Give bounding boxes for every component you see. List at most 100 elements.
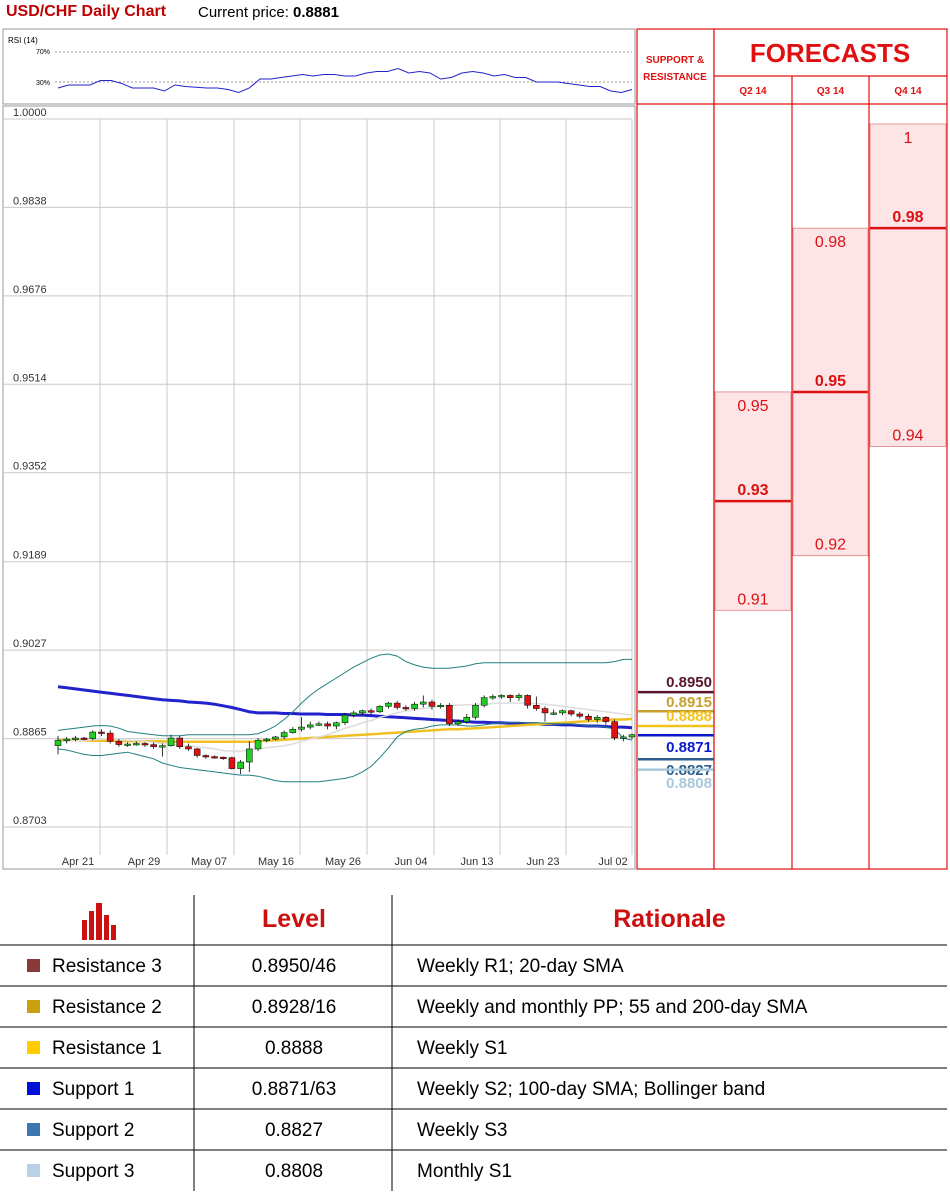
row-color-swatch <box>27 1082 40 1095</box>
candle <box>498 694 505 699</box>
candle <box>611 719 618 741</box>
candle <box>254 738 262 752</box>
table-grid <box>0 895 947 1191</box>
candle <box>98 729 105 736</box>
candle <box>185 743 192 752</box>
candle <box>272 735 279 741</box>
sr-level-label: 0.8915 <box>666 694 712 711</box>
current-price: Current price: 0.8881 <box>198 4 339 21</box>
forecasts-title: FORECASTS <box>750 38 910 68</box>
x-tick-label: May 07 <box>191 856 227 868</box>
candle <box>54 735 62 755</box>
candle <box>454 719 462 727</box>
candle <box>333 721 340 730</box>
candle <box>420 695 427 708</box>
candle <box>106 730 114 744</box>
forecast-column: Q2 14 0.95 0.93 0.91 <box>714 86 792 611</box>
x-tick-label: May 26 <box>325 856 361 868</box>
sr-level-label: 0.8871 <box>666 739 712 756</box>
candle <box>585 714 592 722</box>
level-header: Level <box>262 905 326 933</box>
chart-title: USD/CHF Daily Chart <box>6 3 167 20</box>
row-level: 0.8950/46 <box>251 956 337 977</box>
forecast-high-label: 0.95 <box>737 398 768 415</box>
candle <box>428 699 436 710</box>
y-tick-label: 0.8703 <box>13 815 47 827</box>
row-name: Resistance 1 <box>52 1038 162 1059</box>
candle <box>576 711 584 719</box>
sr-level-label: 0.8888 <box>666 708 712 725</box>
chart-area: RSI (14) 70% 30% 1.00000.98380.96760.951… <box>2 28 948 870</box>
candle <box>141 742 149 747</box>
candle <box>341 712 349 725</box>
rsi-level-low: 30% <box>36 80 50 87</box>
candle <box>72 735 79 742</box>
row-level: 0.8808 <box>264 1161 324 1182</box>
forecast-mid-label: 0.95 <box>815 373 846 390</box>
x-tick-label: Jun 13 <box>460 856 493 868</box>
candle <box>315 721 323 727</box>
candle <box>628 733 636 740</box>
bar-chart-icon <box>82 903 116 940</box>
indicator-line <box>57 653 632 737</box>
x-tick-label: Jul 02 <box>598 856 627 868</box>
candle <box>263 738 270 743</box>
candles <box>54 693 636 775</box>
candle <box>202 754 210 759</box>
forecast-columns: Q2 14 0.95 0.93 0.91 Q3 14 0.98 0.95 0.92 Q4 14 1… <box>714 86 947 611</box>
x-tick-label: Jun 23 <box>526 856 559 868</box>
row-name: Support 2 <box>52 1120 135 1141</box>
row-level: 0.8827 <box>264 1120 324 1141</box>
candle <box>246 741 253 772</box>
row-level: 0.8928/16 <box>251 997 337 1018</box>
rsi-panel: RSI (14) 70% 30% <box>2 28 636 105</box>
candle <box>411 701 418 711</box>
candle <box>393 700 401 710</box>
candle <box>115 739 123 747</box>
candle <box>193 747 201 758</box>
row-level: 0.8888 <box>264 1038 324 1059</box>
y-tick-label: 1.0000 <box>13 107 47 119</box>
candle <box>602 716 610 725</box>
candle <box>280 730 288 740</box>
y-tick-label: 0.9838 <box>13 195 47 207</box>
y-tick-label: 0.9514 <box>13 372 47 384</box>
x-tick-label: Apr 29 <box>128 856 160 868</box>
candle <box>228 756 236 770</box>
candle <box>480 695 488 708</box>
candle <box>533 696 540 711</box>
forecast-low-label: 0.94 <box>892 428 923 445</box>
rsi-label: RSI (14) <box>8 36 38 45</box>
row-color-swatch <box>27 1123 40 1136</box>
row-rationale: Weekly R1; 20-day SMA <box>417 956 624 977</box>
row-rationale: Monthly S1 <box>417 1161 513 1182</box>
candle <box>506 694 514 702</box>
candle <box>63 736 70 744</box>
row-color-swatch <box>27 1164 40 1177</box>
candle <box>489 694 497 700</box>
candle <box>237 759 244 775</box>
candle <box>359 709 366 716</box>
row-color-swatch <box>27 1041 40 1054</box>
y-tick-label: 0.9352 <box>13 461 47 473</box>
candle <box>133 741 140 746</box>
y-tick-label: 0.9189 <box>13 550 47 562</box>
candle <box>593 715 601 723</box>
forecast-low-label: 0.92 <box>815 537 846 554</box>
forecast-high-label: 1 <box>904 130 913 147</box>
candle <box>159 743 166 757</box>
sr-header-line2: RESISTANCE <box>643 72 707 83</box>
forecast-column: Q4 14 1 0.98 0.94 <box>869 86 947 447</box>
row-name: Support 1 <box>52 1079 135 1100</box>
candle <box>350 710 357 718</box>
candle <box>524 694 531 709</box>
candle <box>437 703 444 709</box>
rsi-level-high: 70% <box>36 49 50 56</box>
candle <box>402 705 410 711</box>
row-name: Resistance 3 <box>52 956 162 977</box>
levels-table: Level Rationale Resistance 3 0.8950/46 W… <box>0 893 950 1193</box>
candle <box>567 709 575 717</box>
x-tick-label: May 16 <box>258 856 294 868</box>
